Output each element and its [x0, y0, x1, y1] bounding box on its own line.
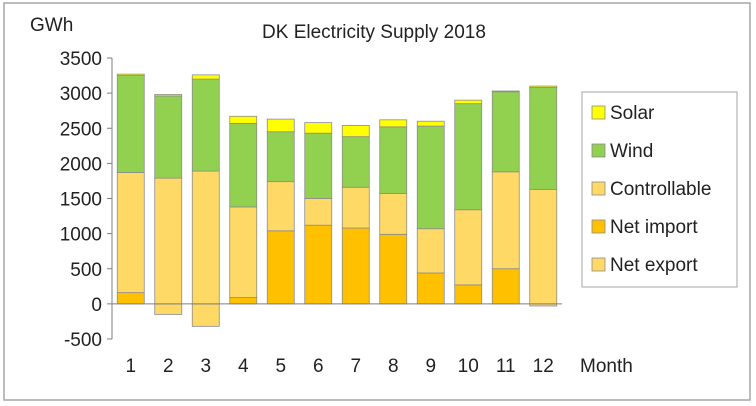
bar-segment-controllable-2 — [154, 177, 183, 305]
y-tick-label: 3500 — [60, 49, 102, 70]
bar-segment-controllable-8 — [379, 193, 408, 235]
x-tick-label: 4 — [238, 356, 249, 377]
bars-group — [116, 73, 558, 327]
bar-segment-wind-6 — [304, 132, 333, 199]
bar-segment-controllable-12 — [529, 188, 558, 305]
bar-segment-wind-12 — [529, 87, 558, 190]
bar-segment-solar-3 — [191, 74, 220, 80]
x-tick-label: 6 — [313, 356, 324, 377]
legend-label-net-import: Net import — [610, 217, 698, 238]
bar-segment-net-import-8 — [379, 233, 408, 305]
legend-label-solar: Solar — [610, 103, 655, 124]
bar-segment-controllable-9 — [416, 228, 445, 274]
bar-segment-controllable-4 — [229, 206, 258, 298]
bar-segment-net-import-9 — [416, 272, 445, 305]
bar-segment-wind-10 — [454, 103, 483, 211]
bar-segment-net-import-4 — [229, 297, 258, 305]
bar-segment-solar-9 — [416, 120, 445, 127]
bar-segment-controllable-6 — [304, 198, 333, 226]
bar-segment-wind-1 — [116, 75, 145, 173]
bar-segment-net-import-6 — [304, 224, 333, 305]
bar-segment-solar-4 — [229, 115, 258, 124]
legend-box — [581, 91, 738, 288]
bar-segment-controllable-10 — [454, 209, 483, 286]
y-tick-label: 500 — [70, 260, 102, 281]
bar-segment-wind-4 — [229, 122, 258, 208]
bar-segment-solar-7 — [341, 125, 370, 138]
x-tick-label: 10 — [458, 356, 479, 377]
legend-swatch-net-import — [591, 219, 606, 234]
x-tick-label: 11 — [496, 356, 516, 377]
bar-segment-solar-10 — [454, 99, 483, 105]
bar-segment-net-import-1 — [116, 292, 145, 305]
legend-label-net-export: Net export — [610, 255, 698, 276]
bar-segment-solar-1 — [116, 73, 145, 76]
bar-segment-net-export-2 — [154, 303, 183, 315]
x-tick-label: 7 — [350, 356, 361, 377]
legend-swatch-solar — [591, 105, 606, 120]
bar-segment-wind-8 — [379, 126, 408, 194]
bar-segment-wind-11 — [491, 91, 520, 173]
x-tick-label: 2 — [163, 356, 174, 377]
x-tick-label: 5 — [275, 356, 286, 377]
x-tick-label: 1 — [125, 356, 136, 377]
bar-segment-solar-6 — [304, 122, 333, 134]
y-tick-label: 2000 — [60, 154, 102, 175]
bar-segment-solar-2 — [154, 94, 183, 97]
bar-segment-net-import-5 — [266, 230, 295, 305]
y-tick-label: 3000 — [60, 84, 102, 105]
bar-segment-wind-7 — [341, 136, 370, 188]
y-axis-label: GWh — [30, 15, 73, 36]
bar-segment-net-import-10 — [454, 284, 483, 305]
bar-segment-solar-12 — [529, 85, 558, 88]
x-tick-label: 3 — [200, 356, 211, 377]
bar-segment-wind-5 — [266, 131, 295, 183]
legend-label-controllable: Controllable — [610, 179, 711, 200]
y-tick-label: 2500 — [60, 119, 102, 140]
bar-segment-controllable-11 — [491, 171, 520, 270]
bar-segment-net-import-11 — [491, 268, 520, 305]
bar-segment-solar-5 — [266, 118, 295, 133]
legend-swatch-controllable — [591, 181, 606, 196]
y-tick-label: 1500 — [60, 190, 102, 211]
bar-segment-wind-2 — [154, 95, 183, 179]
y-tick-label: 1000 — [60, 225, 102, 246]
bar-segment-solar-8 — [379, 119, 408, 128]
chart-title: DK Electricity Supply 2018 — [262, 22, 486, 43]
bar-segment-controllable-5 — [266, 181, 295, 232]
bar-segment-solar-11 — [491, 90, 520, 93]
bar-segment-wind-3 — [191, 78, 220, 172]
bar-segment-wind-9 — [416, 125, 445, 230]
y-tick-label: -500 — [64, 330, 102, 351]
bar-segment-controllable-3 — [191, 170, 220, 305]
legend-label-wind: Wind — [610, 141, 653, 162]
bar-segment-controllable-1 — [116, 172, 145, 294]
x-tick-label: 12 — [533, 356, 554, 377]
bar-segment-net-export-3 — [191, 303, 220, 327]
legend-swatch-net-export — [591, 257, 606, 272]
legend-swatch-wind — [591, 143, 606, 158]
bar-segment-net-import-7 — [341, 227, 370, 305]
y-tick-label: 0 — [91, 295, 102, 316]
x-tick-label: 8 — [388, 356, 399, 377]
x-axis-label: Month — [580, 356, 633, 377]
legend: Solar Wind Controllable Net import Net expor… — [581, 91, 738, 288]
x-tick-label: 9 — [425, 356, 436, 377]
bar-segment-controllable-7 — [341, 186, 370, 229]
